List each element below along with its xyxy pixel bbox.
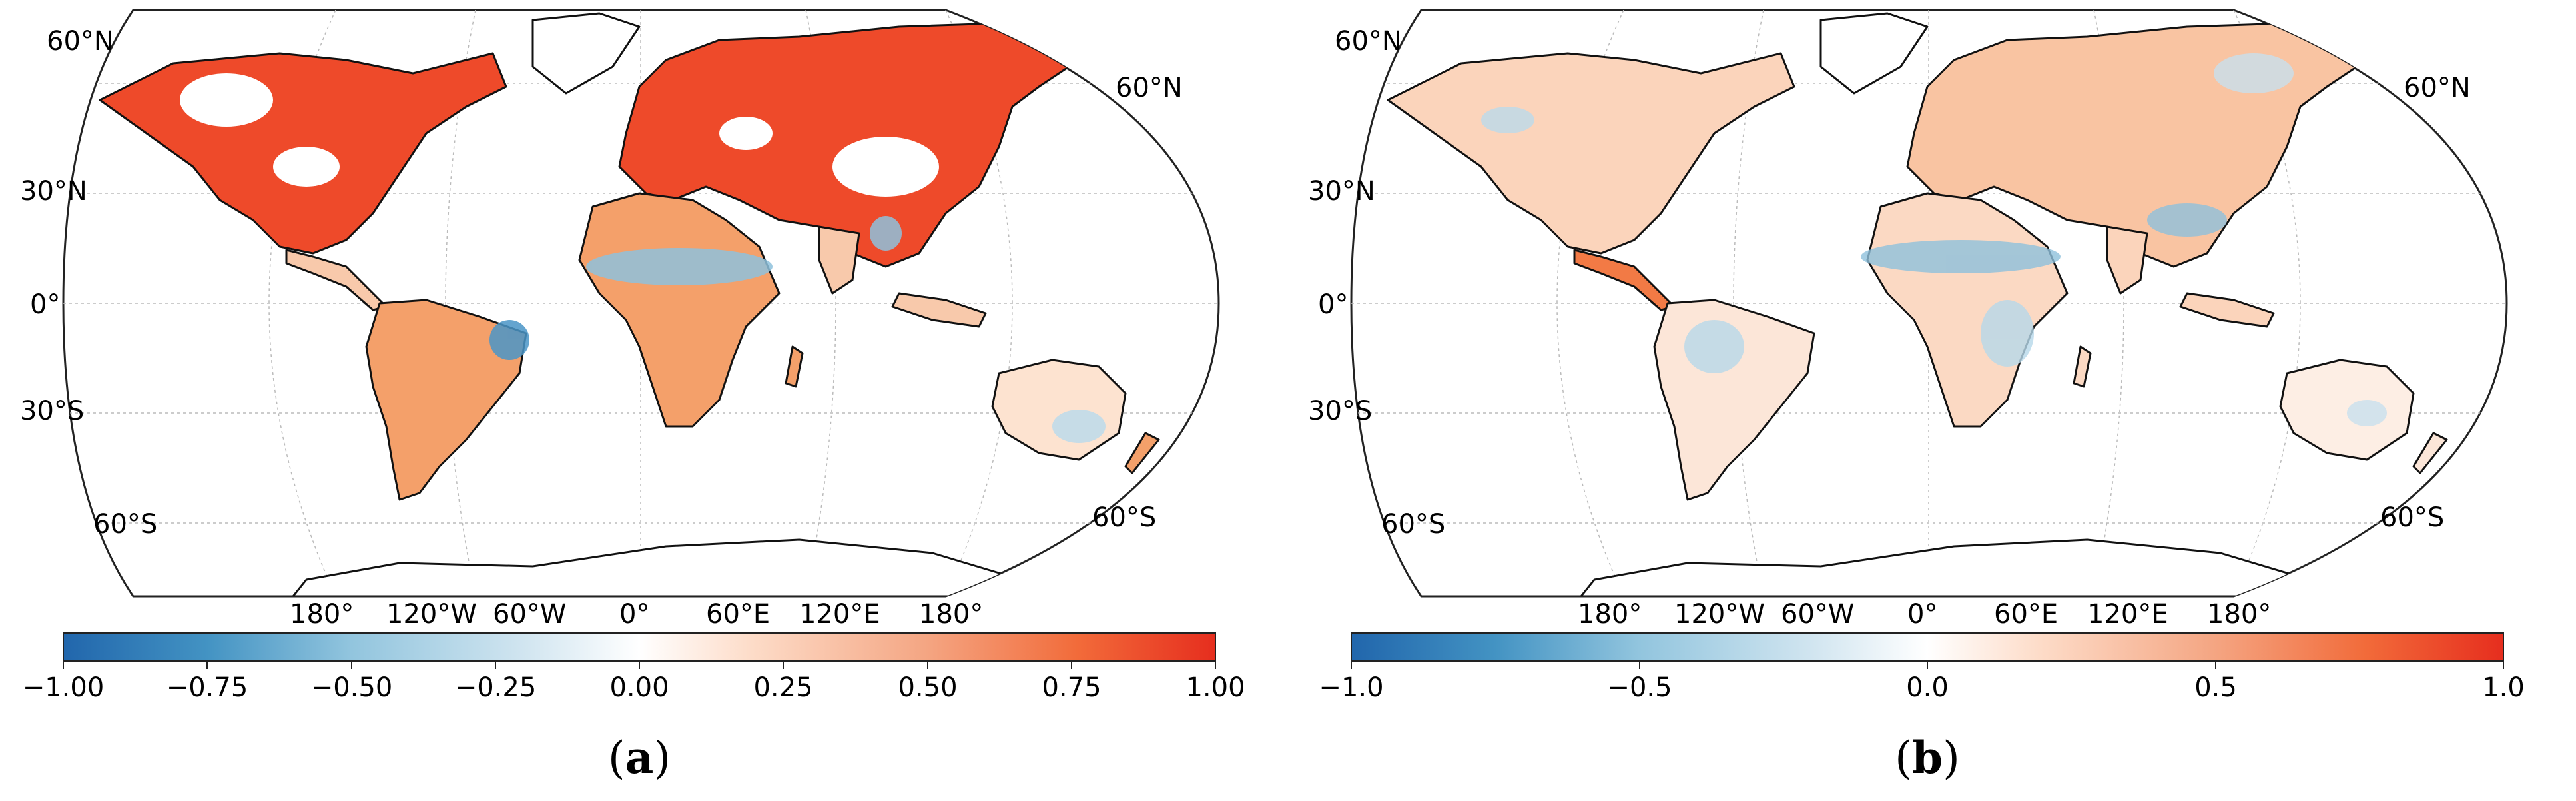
cb-tick-label: 1.00: [1185, 672, 1245, 703]
lon-label-0: 0°: [619, 599, 649, 630]
panel-a: 60°N 30°N 0° 30°S 60°S 60°N 60°S 180° 12…: [20, 9, 1245, 784]
land-australia: [2279, 359, 2415, 461]
cb-tick-label: 0.50: [898, 672, 957, 703]
land-india: [2106, 225, 2148, 295]
lat-labels-right: 60°N 60°S: [2380, 73, 2471, 533]
land-madagascar: [2073, 345, 2092, 388]
cb-tick-label: 1.0: [2482, 672, 2525, 703]
lat-label-60s: 60°S: [93, 509, 157, 540]
map-figure-a: 60°N 30°N 0° 30°S 60°S 60°N 60°S 180° 12…: [20, 9, 1245, 784]
cb-tick-label: 0.00: [609, 672, 669, 703]
zero-value-patches: [180, 73, 939, 197]
lon-label-180w: 180°: [290, 599, 354, 630]
lat-label-60n-right: 60°N: [2404, 73, 2471, 103]
lon-label-120w: 120°W: [1674, 599, 1765, 630]
land-se-asia: [2179, 292, 2275, 328]
cb-tick-label: 0.75: [1042, 672, 1101, 703]
colorbar-a: [63, 632, 1216, 662]
lon-label-0: 0°: [1907, 599, 1937, 630]
negative-anomaly-patches: [489, 216, 1106, 443]
land-new-zealand: [1124, 432, 1160, 474]
negative-anomaly-patches: [1481, 53, 2387, 426]
lat-labels-left: 60°N 30°N 0° 30°S 60°S: [20, 26, 157, 540]
land-antarctica: [292, 538, 1014, 596]
cb-tick-label: −0.5: [1607, 672, 1672, 703]
cb-tick-label: −1.0: [1319, 672, 1383, 703]
lat-label-60n-right: 60°N: [1116, 73, 1183, 103]
cb-tick-label: −0.25: [455, 672, 537, 703]
lon-label-180e: 180°: [919, 599, 983, 630]
lon-label-180e: 180°: [2207, 599, 2271, 630]
lat-label-60s-right: 60°S: [1092, 502, 1156, 533]
lon-label-180w: 180°: [1578, 599, 1642, 630]
land-se-asia: [891, 292, 987, 328]
cb-tick-label: 0.5: [2194, 672, 2237, 703]
colorbar-b: [1351, 632, 2504, 662]
lat-label-0: 0°: [1318, 289, 1348, 320]
cb-tick-label: 0.0: [1906, 672, 1949, 703]
colorbar-ticks-a: [63, 661, 1216, 669]
lat-label-60s-right: 60°S: [2380, 502, 2444, 533]
colorbar-labels-b: −1.0 −0.5 0.0 0.5 1.0: [1319, 672, 2524, 703]
colorbar-labels-a: −1.00 −0.75 −0.50 −0.25 0.00 0.25 0.50 0…: [23, 672, 1245, 703]
lat-labels-left: 60°N 30°N 0° 30°S 60°S: [1308, 26, 1445, 540]
cb-tick-label: −0.50: [311, 672, 393, 703]
lon-label-60e: 60°E: [706, 599, 770, 630]
land-india: [818, 225, 860, 295]
lat-label-60n: 60°N: [1335, 26, 1402, 57]
land-new-zealand: [2412, 432, 2448, 474]
caption-a: (a): [608, 732, 671, 784]
lat-label-0: 0°: [30, 289, 60, 320]
land-north-america: [1387, 52, 1795, 255]
lat-label-60s: 60°S: [1381, 509, 1445, 540]
lon-labels: 180° 120°W 60°W 0° 60°E 120°E 180°: [290, 599, 983, 630]
land-south-america: [365, 299, 527, 501]
land-madagascar: [785, 345, 804, 388]
panel-b: 60°N 30°N 0° 30°S 60°S 60°N 60°S 180° 12…: [1288, 0, 2576, 801]
colorbar-ticks-b: [1351, 661, 2504, 669]
lat-label-60n: 60°N: [47, 26, 114, 57]
land-antarctica: [1580, 538, 2302, 596]
lon-label-60w: 60°W: [1781, 599, 1854, 630]
lon-label-120e: 120°E: [2087, 599, 2168, 630]
lon-label-60w: 60°W: [493, 599, 566, 630]
lat-label-30n: 30°N: [20, 176, 87, 207]
lon-label-60e: 60°E: [1994, 599, 2058, 630]
lat-labels-right: 60°N 60°S: [1092, 73, 1183, 533]
cb-tick-label: −1.00: [23, 672, 105, 703]
lat-label-30s: 30°S: [1308, 396, 1372, 426]
map-figure-b: 60°N 30°N 0° 30°S 60°S 60°N 60°S 180° 12…: [1308, 9, 2525, 784]
cb-tick-label: −0.75: [166, 672, 248, 703]
lon-label-120w: 120°W: [386, 599, 477, 630]
lat-label-30s: 30°S: [20, 396, 84, 426]
land-greenland: [1819, 12, 1929, 95]
lon-label-120e: 120°E: [799, 599, 880, 630]
cb-tick-label: 0.25: [753, 672, 812, 703]
caption-b: (b): [1895, 732, 1960, 784]
land-greenland: [531, 12, 641, 95]
lon-labels: 180° 120°W 60°W 0° 60°E 120°E 180°: [1578, 599, 2271, 630]
lat-label-30n: 30°N: [1308, 176, 1375, 207]
